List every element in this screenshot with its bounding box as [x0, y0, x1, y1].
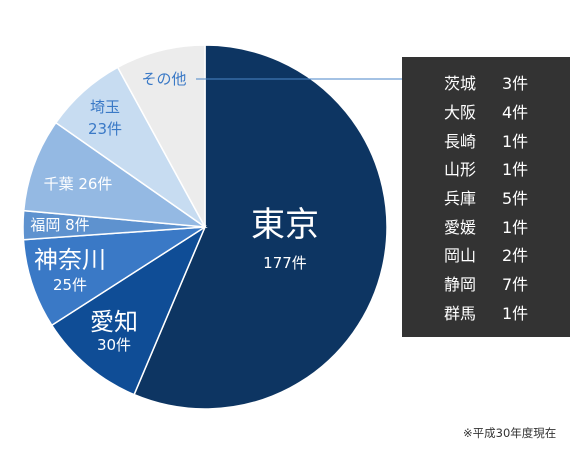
- breakdown-count: 7件: [502, 275, 529, 295]
- breakdown-prefecture: 愛媛: [444, 217, 477, 237]
- slice-value-label-2: 25件: [53, 276, 87, 294]
- breakdown-row: 岡山 2件: [402, 240, 570, 269]
- slice-name-label-3: 福岡 8件: [30, 216, 89, 234]
- breakdown-row: 群馬 1件: [402, 298, 570, 327]
- slice-value-label-5: 23件: [88, 120, 122, 138]
- breakdown-row: 大阪 4件: [402, 97, 570, 126]
- breakdown-count: 1件: [502, 303, 529, 323]
- breakdown-count: 1件: [502, 217, 529, 237]
- other-breakdown-panel: 茨城 3件 大阪 4件 長崎 1件 山形 1件 兵庫 5件 愛媛 1件 岡山 2件 静岡 7件 群馬 1件: [402, 57, 570, 337]
- breakdown-prefecture: 大阪: [444, 103, 477, 123]
- slice-name-label-0: 東京: [251, 205, 319, 245]
- slice-name-label-2: 神奈川: [34, 246, 106, 274]
- breakdown-count: 2件: [502, 246, 529, 266]
- breakdown-row: 愛媛 1件: [402, 211, 570, 240]
- pie-slice-1: [50, 225, 207, 396]
- breakdown-count: 3件: [502, 74, 529, 94]
- pie-slice-2: [22, 226, 206, 327]
- breakdown-row: 茨城 3件: [402, 68, 570, 97]
- breakdown-prefecture: 茨城: [444, 74, 477, 94]
- breakdown-row: 兵庫 5件: [402, 183, 570, 212]
- slice-name-label-4: 千葉 26件: [44, 175, 113, 193]
- breakdown-row: 山形 1件: [402, 154, 570, 183]
- breakdown-count: 1件: [502, 131, 529, 151]
- breakdown-count: 5件: [502, 189, 529, 209]
- breakdown-count: 1件: [502, 160, 529, 180]
- breakdown-prefecture: 兵庫: [444, 189, 477, 209]
- breakdown-count: 4件: [502, 103, 529, 123]
- breakdown-row: 長崎 1件: [402, 125, 570, 154]
- footnote: ※平成30年度現在: [463, 426, 557, 440]
- slice-name-label-6: その他: [141, 70, 186, 88]
- breakdown-prefecture: 岡山: [444, 246, 477, 266]
- slice-name-label-1: 愛知: [90, 308, 138, 336]
- slice-name-label-5: 埼玉: [90, 98, 120, 116]
- slice-value-label-1: 30件: [97, 336, 131, 354]
- pie-slice-0: [133, 44, 388, 410]
- slice-value-label-0: 177件: [263, 254, 307, 272]
- breakdown-row: 静岡 7件: [402, 269, 570, 298]
- breakdown-prefecture: 静岡: [444, 275, 477, 295]
- pie-slice-4: [22, 121, 208, 229]
- pie-slice-6: [116, 44, 206, 228]
- breakdown-prefecture: 群馬: [444, 303, 477, 323]
- breakdown-prefecture: 長崎: [444, 131, 477, 151]
- breakdown-prefecture: 山形: [444, 160, 477, 180]
